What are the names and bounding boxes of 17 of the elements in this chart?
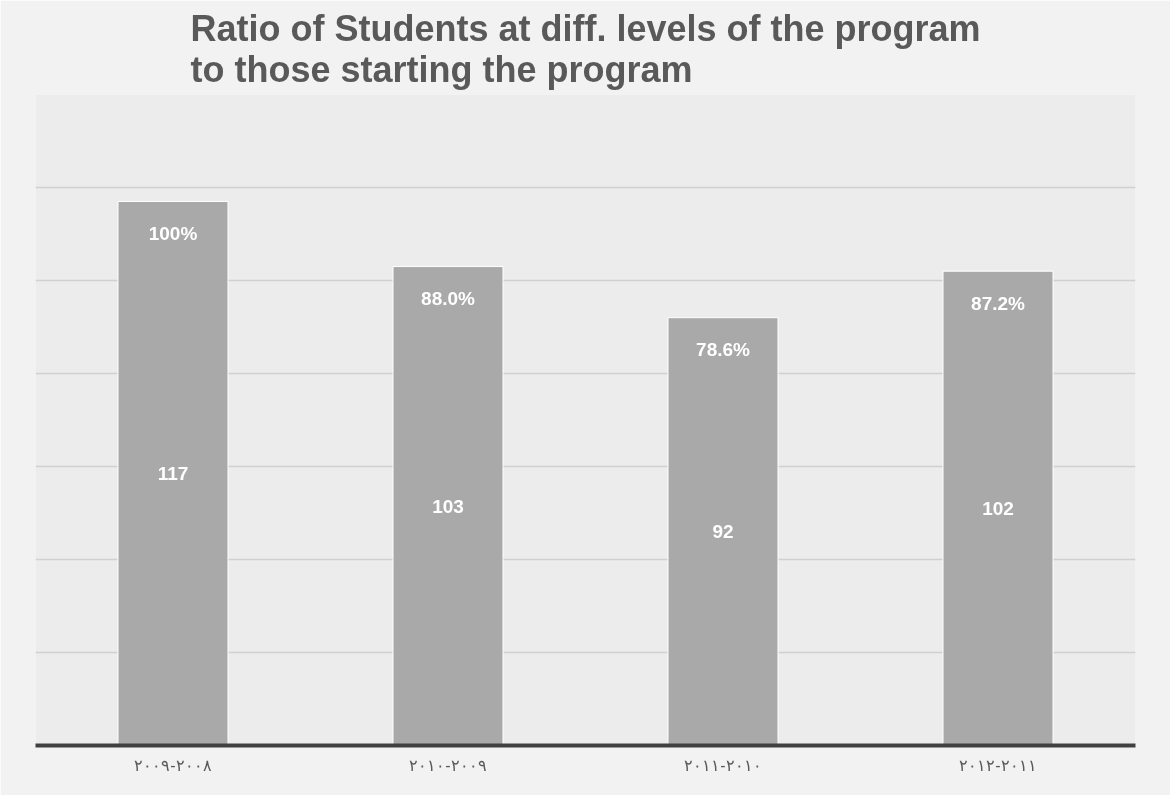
bar bbox=[392, 266, 504, 746]
bar bbox=[942, 270, 1054, 746]
data-label: 103 bbox=[432, 495, 464, 517]
bar bbox=[117, 200, 229, 746]
x-tick-label: ٢٠٠٨-٢٠٠٩ bbox=[134, 756, 212, 774]
bar bbox=[667, 317, 779, 746]
chart-title: Ratio of Students at diff. levels of the program to those starting the program bbox=[190, 7, 981, 90]
x-tick-label: ٢٠١٠-٢٠١١ bbox=[684, 756, 762, 774]
data-label: 117 bbox=[157, 462, 189, 484]
annotation: 78.6% bbox=[696, 339, 751, 361]
data-label: 92 bbox=[712, 521, 734, 543]
annotation: 88.0% bbox=[421, 288, 476, 310]
x-tick-label: ٢٠٠٩-٢٠١٠ bbox=[409, 756, 487, 774]
annotation: 100% bbox=[148, 222, 198, 244]
data-label: 102 bbox=[982, 497, 1014, 519]
annotation: 87.2% bbox=[971, 292, 1026, 314]
x-tick-label: ٢٠١١-٢٠١٢ bbox=[959, 756, 1037, 774]
